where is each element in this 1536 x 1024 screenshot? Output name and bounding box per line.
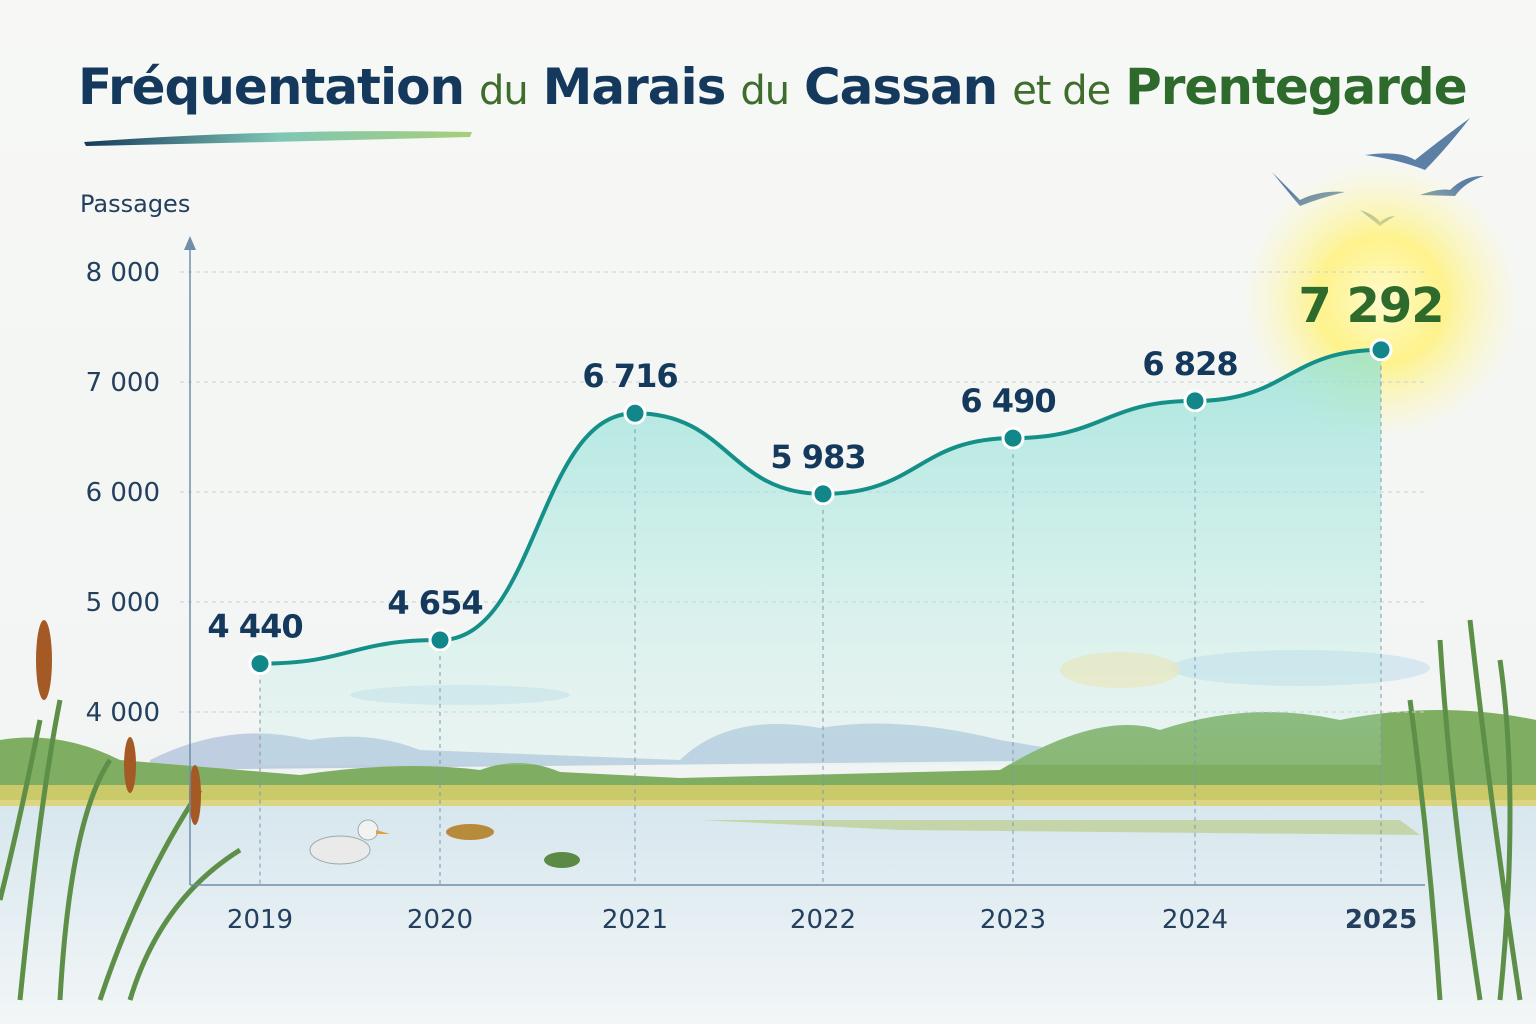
reeds-right-icon bbox=[1407, 619, 1523, 1001]
data-label: 6 490 bbox=[960, 382, 1055, 420]
data-point bbox=[623, 401, 647, 425]
data-point bbox=[248, 652, 272, 676]
gull-icon bbox=[309, 819, 390, 865]
title-underline bbox=[84, 131, 472, 146]
title-word: Fréquentation bbox=[78, 58, 465, 116]
turtle-icon bbox=[544, 852, 580, 868]
x-tick-label: 2023 bbox=[980, 905, 1046, 935]
title-word: Prentegarde bbox=[1125, 58, 1468, 116]
data-label: 4 440 bbox=[207, 608, 302, 646]
title-word: du bbox=[478, 68, 529, 114]
data-point bbox=[1183, 389, 1207, 413]
data-point bbox=[811, 482, 835, 506]
x-tick-label: 2020 bbox=[407, 905, 473, 935]
x-tick-label: 2025 bbox=[1345, 905, 1417, 935]
chart-title: Fréquentation du Marais du Cassan et de … bbox=[78, 58, 1468, 116]
title-word: du bbox=[740, 68, 790, 114]
y-tick-label: 7 000 bbox=[86, 368, 160, 398]
y-tick-label: 8 000 bbox=[86, 258, 160, 288]
title-word: Cassan bbox=[803, 58, 998, 116]
data-label: 6 828 bbox=[1142, 345, 1237, 383]
duck-icon bbox=[446, 824, 494, 840]
data-label: 5 983 bbox=[770, 438, 865, 476]
data-point bbox=[1001, 426, 1025, 450]
y-tick-label: 5 000 bbox=[86, 588, 160, 618]
data-label: 7 292 bbox=[1298, 278, 1443, 334]
title-word: et de bbox=[1012, 68, 1111, 114]
x-tick-label: 2019 bbox=[227, 905, 293, 935]
area-fill bbox=[260, 349, 1381, 765]
data-label: 6 716 bbox=[582, 357, 677, 395]
reeds-left-icon bbox=[0, 699, 242, 1001]
y-axis-label: Passages bbox=[80, 190, 190, 218]
y-tick-label: 4 000 bbox=[86, 698, 160, 728]
y-tick-label: 6 000 bbox=[86, 478, 160, 508]
x-tick-label: 2024 bbox=[1162, 905, 1228, 935]
title-word: Marais bbox=[542, 58, 727, 116]
data-label: 4 654 bbox=[387, 584, 482, 622]
data-point bbox=[1369, 338, 1393, 362]
x-tick-label: 2022 bbox=[790, 905, 856, 935]
data-point bbox=[428, 628, 452, 652]
x-tick-label: 2021 bbox=[602, 905, 668, 935]
y-axis-arrow-icon bbox=[184, 236, 196, 250]
